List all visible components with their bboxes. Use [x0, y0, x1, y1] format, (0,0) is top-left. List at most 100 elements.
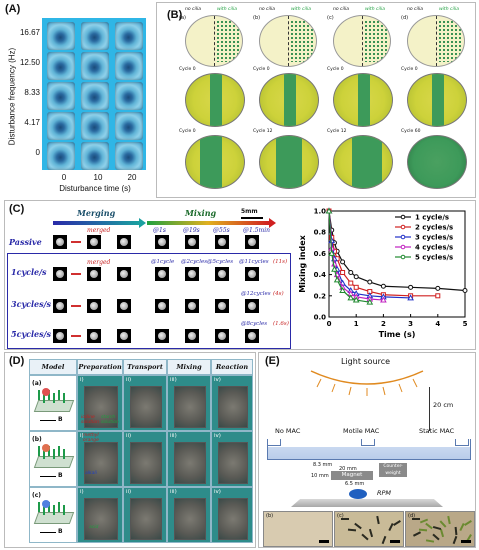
- b-dish-final: [185, 135, 245, 189]
- dim-label-3: 10 mm: [311, 473, 329, 479]
- d-header-label: Model: [41, 363, 65, 371]
- cycle-time-label: @8cycles: [241, 321, 268, 327]
- droplet-image: [155, 329, 169, 343]
- d-cell: (c) B: [29, 487, 77, 543]
- panel-a-label: (A): [3, 3, 23, 15]
- panel-a-grid: [42, 18, 146, 170]
- e-cilia-particle: [412, 518, 420, 520]
- d-device-photo: [218, 498, 248, 540]
- d-cell: iii): [167, 375, 211, 431]
- passive-time: @1.5min: [243, 227, 271, 234]
- e-condition-label: Static MAC: [419, 427, 455, 435]
- y-tick-label: 0.0: [314, 314, 327, 322]
- d-reagent-note: iodine solution: [81, 415, 99, 425]
- d-header-cell: Transport: [123, 359, 167, 375]
- e-scale-bar: [319, 540, 329, 543]
- d-cell: i): [77, 375, 123, 431]
- cycle-time-label: @12cycles: [241, 291, 271, 297]
- mixing-index-chart: 0 1 2 3 4 5 0.0 0.2 0.4 0.6 0.8 1.0 Time (s) Mixing i…: [298, 207, 468, 339]
- e-cilia-particle: [354, 522, 362, 530]
- a-xtick: 10: [93, 173, 103, 182]
- droplet-image: [185, 329, 199, 343]
- d-model-droplet: [42, 444, 50, 452]
- e-cilia-particle: [376, 515, 380, 525]
- well-tile: [47, 52, 75, 80]
- y-tick-label: 1.0: [314, 208, 327, 216]
- d-header-label: Mixing: [176, 363, 202, 371]
- b-cycle-final-label: Cycle 0: [179, 129, 196, 134]
- merge-arrow: [71, 273, 81, 275]
- y-tick-label: 0.2: [314, 292, 327, 300]
- data-point: [348, 280, 354, 286]
- data-point: [380, 296, 387, 303]
- d-model-pillar: [58, 446, 60, 456]
- legend-marker: [400, 254, 406, 260]
- e-micro-label: (b): [266, 513, 274, 519]
- b-sub-label: (a): [179, 15, 186, 21]
- light-source-label: Light source: [341, 357, 391, 366]
- b-cycle-final-label: Cycle 12: [253, 129, 273, 134]
- dim-label-4: 6.5 mm: [345, 481, 365, 487]
- data-point: [353, 274, 359, 280]
- panel-a: (A) Disturbance frequency (Hz) 16.67 12.5…: [0, 0, 150, 200]
- passive-time: @1s: [153, 227, 166, 234]
- legend-marker: [400, 224, 406, 230]
- d-cell: ii): [123, 375, 167, 431]
- panel-c-label: (C): [7, 203, 27, 215]
- b-dish-cycle0: [407, 73, 467, 127]
- b-dish-final: [407, 135, 467, 189]
- passive-time: @19s: [183, 227, 200, 234]
- d-row-label: (a): [32, 380, 42, 387]
- d-model-pillar: [43, 449, 45, 459]
- b-cycle0-label: Cycle 0: [327, 67, 344, 72]
- d-model-pillar: [53, 505, 55, 515]
- data-point: [339, 286, 346, 293]
- a-ytick: 8.33: [24, 88, 40, 97]
- dim-label-2: 20 mm: [339, 466, 357, 472]
- row-passive-label: Passive: [9, 237, 42, 247]
- d-device-photo: [174, 386, 206, 428]
- d-header-label: Reaction: [215, 363, 249, 371]
- data-point: [366, 298, 374, 305]
- b-cycle-final-label: Cycle 60: [401, 129, 421, 134]
- cycle-time-label: @2cycles: [181, 259, 208, 265]
- stage: [291, 499, 443, 507]
- y-tick-label: 0.6: [314, 250, 327, 258]
- x-tick-label: 4: [435, 320, 440, 328]
- droplet-image: [155, 235, 169, 249]
- d-cell: i): [77, 487, 123, 543]
- final-time-label: (1.6s): [273, 321, 289, 327]
- b-cilia-dots: [364, 20, 388, 62]
- tray: [267, 439, 471, 460]
- d-device-photo: [174, 442, 206, 484]
- b-schematic: [185, 15, 243, 67]
- well-tile: [47, 142, 75, 170]
- data-point: [367, 279, 373, 285]
- cycle-time-label: @11cycles: [239, 259, 269, 265]
- well-tile: [115, 82, 143, 110]
- d-model-pillar: [38, 446, 40, 456]
- d-device-photo: [84, 498, 118, 540]
- b-column: no cilia with cilia (d) Cycle 0 Cycle 60: [401, 7, 473, 195]
- d-model-pillar: [48, 390, 50, 400]
- d-model-pillar: [53, 393, 55, 403]
- legend-marker: [400, 214, 406, 220]
- e-cilia-particle: [388, 522, 394, 532]
- e-condition-label: No MAC: [275, 427, 301, 435]
- b-sub-label: (d): [401, 15, 409, 21]
- legend-label: 4 cycles/s: [415, 244, 453, 252]
- droplet-image: [215, 267, 229, 281]
- x-tick-label: 3: [408, 320, 413, 328]
- e-cilia-particle: [425, 522, 433, 530]
- d-row-label: (c): [32, 492, 42, 499]
- scale-label: 5mm: [241, 208, 258, 215]
- well-tile: [47, 82, 75, 110]
- a-xtick: 20: [127, 173, 137, 182]
- b-cycle0-label: Cycle 0: [253, 67, 270, 72]
- merging-arrow: [53, 221, 139, 225]
- d-device-photo: [84, 442, 118, 484]
- d-model-pillar: [38, 502, 40, 512]
- tray-wells: [267, 439, 469, 446]
- merge-arrow: [71, 241, 81, 243]
- droplet-image: [155, 299, 169, 313]
